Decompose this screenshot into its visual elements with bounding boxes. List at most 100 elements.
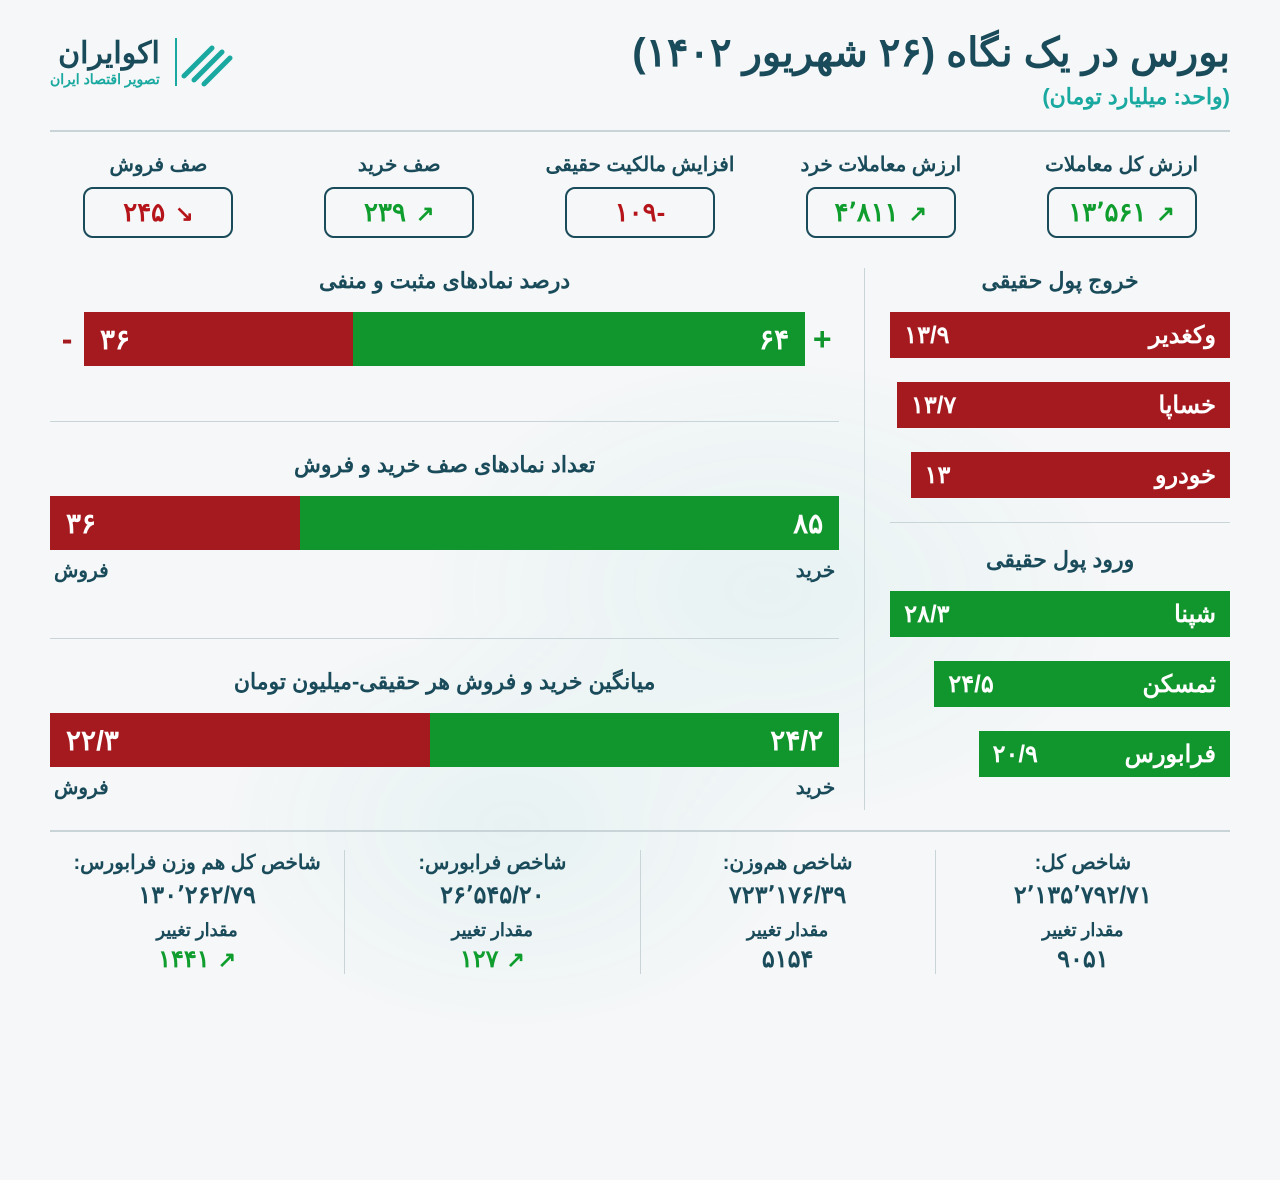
stat-total-value: ارزش کل معاملات ۱۳٬۵۶۱ bbox=[1013, 152, 1230, 238]
segment-value: ۶۴ bbox=[759, 323, 789, 356]
symbol-name: شپنا bbox=[1174, 600, 1216, 629]
index-equal-weight: شاخص هم‌وزن: ۷۲۳٬۱۷۶/۳۹ مقدار تغییر ۵۱۵۴ bbox=[641, 850, 936, 974]
stat-value-box: ۲۳۹ bbox=[324, 187, 474, 238]
inflow-title: ورود پول حقیقی bbox=[890, 547, 1230, 573]
arrow-up-icon bbox=[416, 197, 434, 228]
bar-legend: خرید فروش bbox=[50, 775, 839, 800]
index-value: ۲۶٬۵۴۵/۲۰ bbox=[355, 881, 629, 910]
outflow-item: وکغدیر ۱۳/۹ bbox=[890, 312, 1230, 358]
change-value: ۹۰۵۱ bbox=[1057, 945, 1109, 974]
symbol-name: خودرو bbox=[1155, 461, 1216, 490]
segment-value: ۳۶ bbox=[100, 323, 130, 356]
negative-segment: ۳۶ bbox=[84, 312, 353, 366]
composite-bar: ۲۴/۲ ۲۲/۳ bbox=[50, 713, 839, 767]
segment-value: ۸۵ bbox=[793, 507, 823, 540]
logo-tagline: تصویر اقتصاد ایران bbox=[50, 71, 160, 88]
stat-buy-queue: صف خرید ۲۳۹ bbox=[291, 152, 508, 238]
main-title: بورس در یک نگاه (۲۶ شهریور ۱۴۰۲) bbox=[632, 30, 1230, 76]
arrow-down-icon bbox=[175, 197, 193, 228]
positive-segment: ۶۴ bbox=[353, 312, 806, 366]
stat-retail-value: ارزش معاملات خرد ۴٬۸۱۱ bbox=[772, 152, 989, 238]
index-label: شاخص کل: bbox=[946, 850, 1220, 875]
inflow-bar: ثمسکن ۲۴/۵ bbox=[934, 661, 1230, 707]
index-farabourse: شاخص فرابورس: ۲۶٬۵۴۵/۲۰ مقدار تغییر ۱۲۷ bbox=[345, 850, 640, 974]
stat-value: ۴٬۸۱۱ bbox=[835, 197, 899, 228]
composite-bar: + ۶۴ ۳۶ - bbox=[50, 312, 839, 366]
minus-sign: - bbox=[50, 312, 84, 366]
stat-label: ارزش کل معاملات bbox=[1013, 152, 1230, 177]
arrow-up-icon bbox=[218, 946, 236, 974]
sell-segment: ۲۲/۳ bbox=[50, 713, 430, 767]
inflow-item: ثمسکن ۲۴/۵ bbox=[890, 661, 1230, 707]
outflow-item: خساپا ۱۳/۷ bbox=[890, 382, 1230, 428]
logo-block: اکوایران تصویر اقتصاد ایران bbox=[50, 30, 236, 94]
title-block: بورس در یک نگاه (۲۶ شهریور ۱۴۰۲) (واحد: … bbox=[632, 30, 1230, 110]
index-label: شاخص هم‌وزن: bbox=[651, 850, 925, 875]
buy-segment: ۲۴/۲ bbox=[430, 713, 839, 767]
chart-queue-count: تعداد نمادهای صف خرید و فروش ۸۵ ۳۶ خرید … bbox=[50, 452, 839, 583]
index-value: ۱۳۰٬۲۶۲/۷۹ bbox=[60, 881, 334, 910]
stat-value: ۲۴۵ bbox=[123, 197, 165, 228]
flow-separator bbox=[890, 522, 1230, 523]
inflow-bar: شپنا ۲۸/۳ bbox=[890, 591, 1230, 637]
change-label: مقدار تغییر bbox=[651, 920, 925, 941]
arrow-up-icon bbox=[506, 946, 524, 974]
index-change: ۱۴۴۱ bbox=[158, 945, 236, 974]
stat-label: افزایش مالکیت حقیقی bbox=[532, 152, 749, 177]
charts-column: درصد نمادهای مثبت و منفی + ۶۴ ۳۶ - تعداد… bbox=[50, 268, 864, 810]
bar-legend: خرید فروش bbox=[50, 558, 839, 583]
composite-bar: ۸۵ ۳۶ bbox=[50, 496, 839, 550]
symbol-value: ۱۳/۷ bbox=[911, 391, 956, 420]
index-farabourse-ew: شاخص کل هم وزن فرابورس: ۱۳۰٬۲۶۲/۷۹ مقدار… bbox=[50, 850, 345, 974]
index-value: ۲٬۱۳۵٬۷۹۲/۷۱ bbox=[946, 881, 1220, 910]
logo-icon bbox=[172, 30, 236, 94]
stat-value: ۱۳٬۵۶۱ bbox=[1068, 197, 1146, 228]
chart-pos-neg-percent: درصد نمادهای مثبت و منفی + ۶۴ ۳۶ - bbox=[50, 268, 839, 366]
inflow-bar: فرابورس ۲۰/۹ bbox=[979, 731, 1230, 777]
header-separator bbox=[50, 130, 1230, 132]
plus-sign: + bbox=[805, 312, 839, 366]
chart-title: میانگین خرید و فروش هر حقیقی-میلیون توما… bbox=[50, 669, 839, 695]
inflow-item: فرابورس ۲۰/۹ bbox=[890, 731, 1230, 777]
stat-value-box: -۱۰۹ bbox=[565, 187, 715, 238]
arrow-up-icon bbox=[1156, 197, 1174, 228]
chart-title: درصد نمادهای مثبت و منفی bbox=[50, 268, 839, 294]
symbol-value: ۱۳ bbox=[925, 461, 951, 490]
change-value: ۱۲۷ bbox=[460, 945, 499, 974]
stat-value-box: ۱۳٬۵۶۱ bbox=[1047, 187, 1197, 238]
logo-text: اکوایران تصویر اقتصاد ایران bbox=[50, 36, 160, 88]
segment-value: ۲۲/۳ bbox=[66, 724, 119, 757]
unit-subtitle: (واحد: میلیارد تومان) bbox=[632, 84, 1230, 110]
symbol-name: خساپا bbox=[1158, 391, 1216, 420]
chart-title: تعداد نمادهای صف خرید و فروش bbox=[50, 452, 839, 478]
symbol-name: وکغدیر bbox=[1149, 321, 1216, 350]
index-change: ۱۲۷ bbox=[460, 945, 525, 974]
outflow-item: خودرو ۱۳ bbox=[890, 452, 1230, 498]
stat-value: ۲۳۹ bbox=[364, 197, 406, 228]
stat-value-box: ۴٬۸۱۱ bbox=[806, 187, 956, 238]
change-value: ۵۱۵۴ bbox=[762, 945, 814, 974]
segment-value: ۳۶ bbox=[66, 507, 96, 540]
stat-label: صف فروش bbox=[50, 152, 267, 177]
change-label: مقدار تغییر bbox=[60, 920, 334, 941]
symbol-name: ثمسکن bbox=[1143, 670, 1217, 699]
inflow-item: شپنا ۲۸/۳ bbox=[890, 591, 1230, 637]
money-flow-column: خروج پول حقیقی وکغدیر ۱۳/۹ خساپا ۱۳/۷ خو… bbox=[864, 268, 1230, 810]
logo-name: اکوایران bbox=[50, 36, 160, 71]
stat-ownership: افزایش مالکیت حقیقی -۱۰۹ bbox=[532, 152, 749, 238]
legend-buy: خرید bbox=[796, 558, 835, 583]
stat-row: ارزش کل معاملات ۱۳٬۵۶۱ ارزش معاملات خرد … bbox=[50, 152, 1230, 238]
stat-value: -۱۰۹ bbox=[615, 197, 666, 228]
index-change: ۵۱۵۴ bbox=[762, 945, 814, 974]
main-grid: خروج پول حقیقی وکغدیر ۱۳/۹ خساپا ۱۳/۷ خو… bbox=[50, 268, 1230, 810]
legend-sell: فروش bbox=[54, 558, 109, 583]
symbol-name: فرابورس bbox=[1125, 740, 1216, 769]
chart-separator bbox=[50, 421, 839, 422]
symbol-value: ۱۳/۹ bbox=[904, 321, 949, 350]
segment-value: ۲۴/۲ bbox=[770, 724, 823, 757]
buy-segment: ۸۵ bbox=[300, 496, 840, 550]
stat-label: ارزش معاملات خرد bbox=[772, 152, 989, 177]
header: بورس در یک نگاه (۲۶ شهریور ۱۴۰۲) (واحد: … bbox=[50, 30, 1230, 110]
outflow-bar: وکغدیر ۱۳/۹ bbox=[890, 312, 1230, 358]
change-value: ۱۴۴۱ bbox=[158, 945, 210, 974]
